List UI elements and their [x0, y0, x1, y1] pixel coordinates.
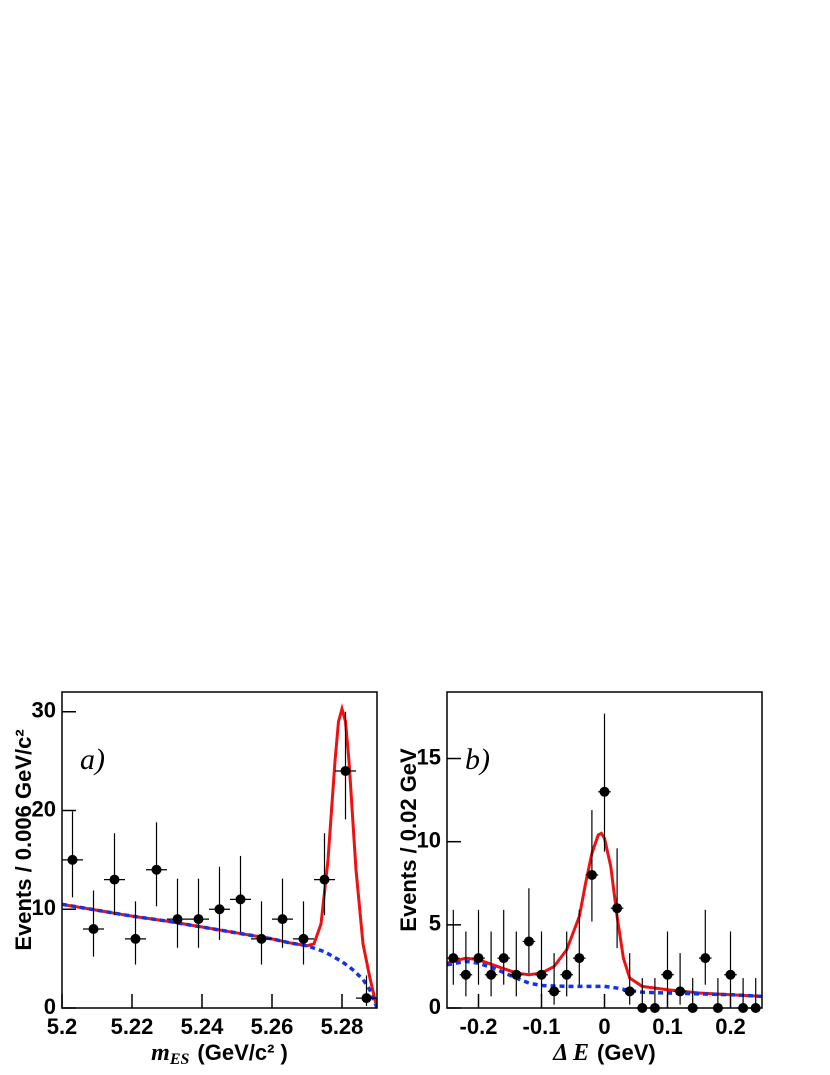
x-axis-unit: (GeV/c² )	[197, 1040, 287, 1065]
panel-label: b)	[465, 743, 490, 776]
y-tick-label: 5	[429, 911, 441, 936]
data-point	[725, 969, 736, 980]
x-tick-label: 5.22	[111, 1014, 154, 1039]
y-tick-label: 0	[429, 994, 441, 1019]
data-point	[574, 953, 585, 964]
data-point	[172, 914, 183, 925]
x-axis-title: mES (GeV/c² )	[151, 1040, 288, 1068]
x-tick-label: -0.2	[460, 1014, 498, 1039]
plot-frame	[446, 691, 763, 1009]
data-point	[193, 914, 204, 925]
data-point	[319, 874, 330, 885]
x-tick-label: 5.24	[181, 1014, 225, 1039]
y-tick-label: 10	[417, 827, 441, 852]
x-tick-label: 5.26	[251, 1014, 294, 1039]
data-point	[256, 933, 267, 944]
x-axis-symbol: Δ E	[552, 1040, 589, 1066]
x-axis-subscript: ES	[169, 1051, 190, 1068]
data-point	[361, 993, 372, 1004]
data-point	[700, 953, 711, 964]
data-point	[536, 969, 547, 980]
data-point	[662, 969, 673, 980]
data-point	[67, 854, 78, 865]
data-point	[130, 933, 141, 944]
y-axis-title: Events / 0.006 GeV/c²	[11, 729, 36, 950]
fit-curve	[62, 703, 377, 1008]
y-tick-label: 30	[32, 698, 56, 723]
data-point	[460, 969, 471, 980]
plot-area	[62, 703, 377, 1008]
data-point	[675, 986, 686, 997]
data-point	[473, 953, 484, 964]
x-tick-label: -0.1	[523, 1014, 561, 1039]
data-point	[340, 766, 351, 776]
data-point	[561, 969, 572, 980]
data-point	[549, 986, 560, 997]
data-point	[298, 933, 309, 944]
y-tick-label: 10	[32, 895, 56, 920]
data-point	[612, 903, 623, 914]
data-point	[88, 924, 99, 934]
data-point	[498, 953, 509, 964]
x-axis-title: Δ E (GeV)	[552, 1040, 655, 1066]
panel-label: a)	[80, 743, 105, 776]
data-point	[599, 786, 610, 797]
data-point	[151, 864, 162, 875]
fit-curve	[62, 902, 377, 1008]
y-axis-title: Events / 0.02 GeV	[396, 748, 421, 932]
y-tick-label: 20	[32, 796, 56, 821]
x-axis-unit: (GeV)	[597, 1040, 656, 1065]
data-point	[586, 869, 597, 880]
data-point	[486, 969, 497, 980]
x-tick-label: 5.28	[321, 1014, 364, 1039]
data-point	[109, 874, 120, 885]
data-point	[277, 914, 288, 925]
data-point	[448, 953, 459, 964]
y-tick-label: 15	[417, 744, 441, 769]
data-point	[214, 904, 225, 915]
data-point	[624, 986, 635, 997]
data-point	[235, 894, 246, 905]
x-tick-label: 0	[598, 1014, 610, 1039]
x-tick-label: 5.2	[47, 1014, 78, 1039]
y-tick-label: 0	[44, 994, 56, 1019]
plot-frame	[61, 691, 378, 1009]
data-point	[511, 969, 522, 980]
data-point	[523, 936, 534, 947]
x-tick-label: 0.2	[715, 1014, 746, 1039]
x-tick-label: 0.1	[652, 1014, 683, 1039]
x-axis-symbol: m	[151, 1040, 170, 1066]
